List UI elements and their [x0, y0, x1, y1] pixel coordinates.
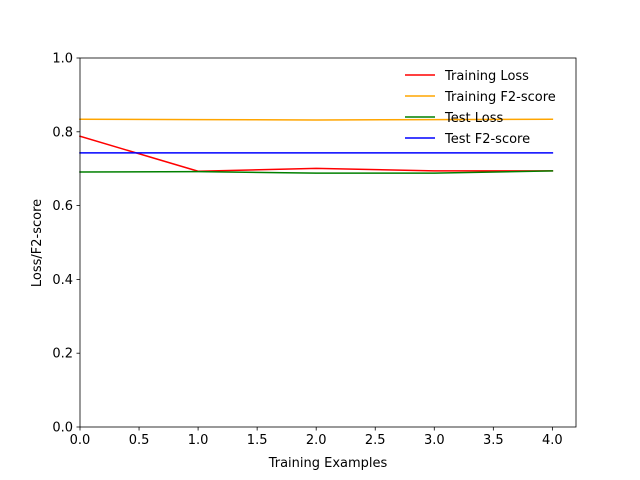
- x-tick-label: 2.0: [306, 433, 327, 448]
- x-tick-label: 3.5: [483, 433, 504, 448]
- x-tick-label: 4.0: [542, 433, 563, 448]
- y-axis-label: Loss/F2-score: [30, 199, 45, 287]
- x-tick-label: 1.0: [188, 433, 209, 448]
- x-axis-label: Training Examples: [268, 456, 388, 471]
- plot-frame: [79, 57, 577, 428]
- y-tick-label: 0.2: [52, 347, 73, 362]
- x-tick-label: 0.5: [129, 433, 150, 448]
- legend-label: Training F2-score: [444, 90, 556, 105]
- legend-label: Training Loss: [444, 69, 529, 84]
- series-line-training-f2-score: [79, 118, 554, 121]
- y-tick-label: 1.0: [52, 52, 73, 67]
- y-tick-label: 0.8: [52, 125, 73, 140]
- series-layer: [79, 118, 554, 174]
- legend: Training Loss Training F2-score Test Loss T…: [405, 69, 556, 147]
- y-tick-label: 0.6: [52, 199, 73, 214]
- y-tick-label: 0.4: [52, 273, 73, 288]
- legend-label: Test F2-score: [444, 132, 530, 147]
- legend-label: Test Loss: [444, 111, 503, 126]
- x-tick-label: 0.0: [70, 433, 91, 448]
- y-tick-label: 0.0: [52, 421, 73, 436]
- series-line-training-loss: [79, 135, 554, 173]
- x-tick-label: 3.0: [424, 433, 445, 448]
- axes-layer: 0.0 0.5 1.0 1.5 2.0 2.5 3.0 3.5 4.0 0.0 0.2 0.4 0.6 0…: [52, 52, 577, 448]
- x-tick-label: 2.5: [365, 433, 386, 448]
- x-tick-label: 1.5: [247, 433, 268, 448]
- series-line-test-loss: [79, 170, 554, 174]
